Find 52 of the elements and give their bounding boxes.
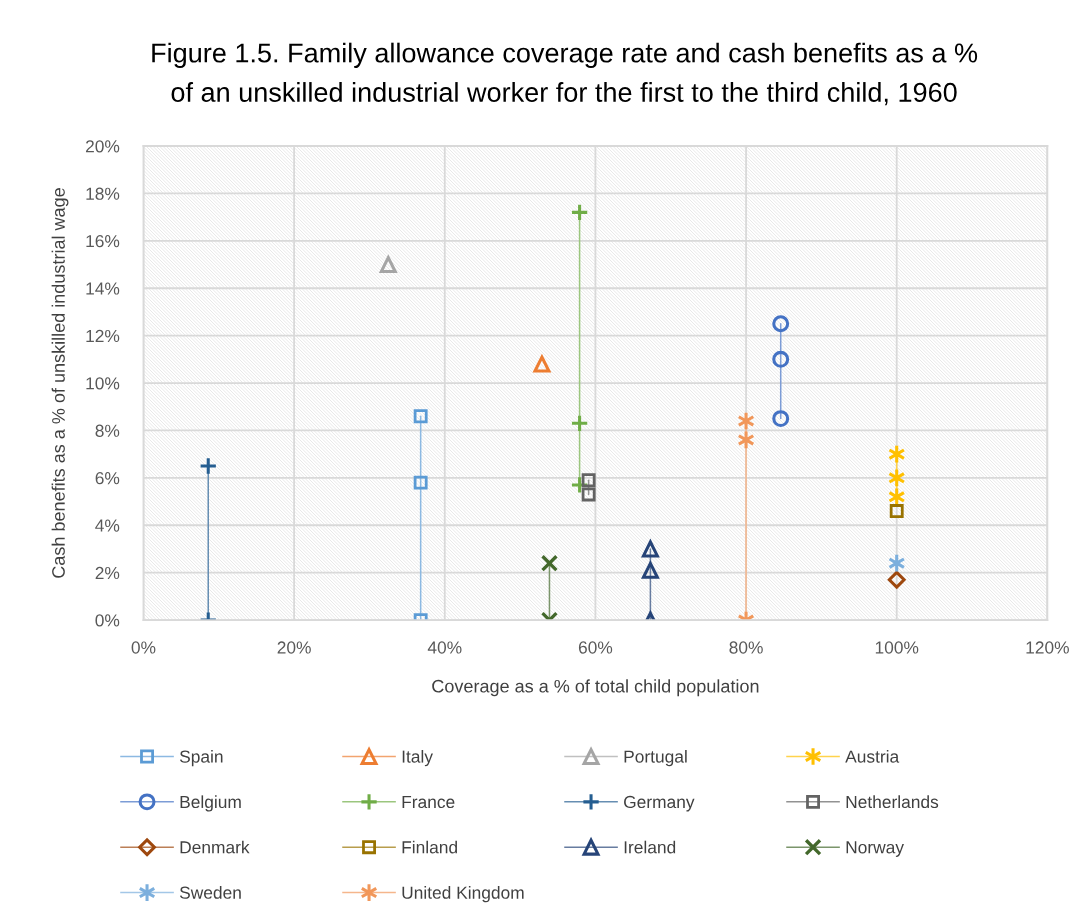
legend-label: Portugal [624,750,687,767]
point [413,475,428,490]
point [379,256,397,273]
legend-label: Finland [402,840,457,854]
y-tick-label: 0% [95,614,120,627]
legend-label: Netherlands [846,795,939,809]
y-tick-label: 8% [95,424,120,437]
point [199,456,218,476]
point [887,570,906,589]
point [641,561,659,579]
point [641,540,659,558]
x-tick-label: 120% [1026,641,1069,654]
point [570,414,589,433]
legend-label: Austria [845,750,900,763]
x-tick-label: 60% [578,641,613,654]
y-tick-label: 14% [86,282,120,295]
point [532,353,552,373]
legend-label: Ireland [624,840,676,854]
x-tick-label: 20% [277,641,311,654]
x-tick-label: 0% [131,641,156,654]
point [540,554,559,572]
legend-label: Belgium [180,795,241,812]
y-tick-label: 16% [86,234,120,248]
x-tick-label: 100% [875,641,919,654]
legend-label: Sweden [179,886,241,899]
x-axis-title: Coverage as a % of total child population [432,679,759,697]
legend-label: Spain [179,750,223,767]
y-tick-label: 2% [95,566,120,580]
y-axis-title: Cash benefits as a % of unskilled industrial wage [51,188,69,578]
legend-label: Denmark [180,840,250,854]
point [889,504,904,518]
chart-title: Figure 1.5. Family allowance coverage rate and cash benefits as a % of an unskilled industrial worker for the first to the third child, 1960 [152,42,978,106]
legend-label: France [402,795,455,809]
y-tick-label: 12% [86,329,120,343]
point [581,487,596,502]
y-tick-label: 10% [86,377,120,390]
y-tick-label: 4% [95,519,120,532]
y-tick-label: 20% [85,140,120,153]
x-tick-label: 40% [427,641,462,654]
point [772,315,790,333]
y-tick-label: 6% [95,472,120,485]
legend-label: Italy [402,750,433,767]
point [772,350,790,368]
y-tick-label: 18% [86,187,120,200]
legend-label: United Kingdom [402,886,524,903]
legend-label: Germany [624,795,695,812]
point [581,473,596,488]
legend-label: Norway [846,841,904,857]
point [413,409,428,424]
x-tick-label: 80% [729,641,763,654]
point [570,203,589,222]
point [772,410,790,428]
